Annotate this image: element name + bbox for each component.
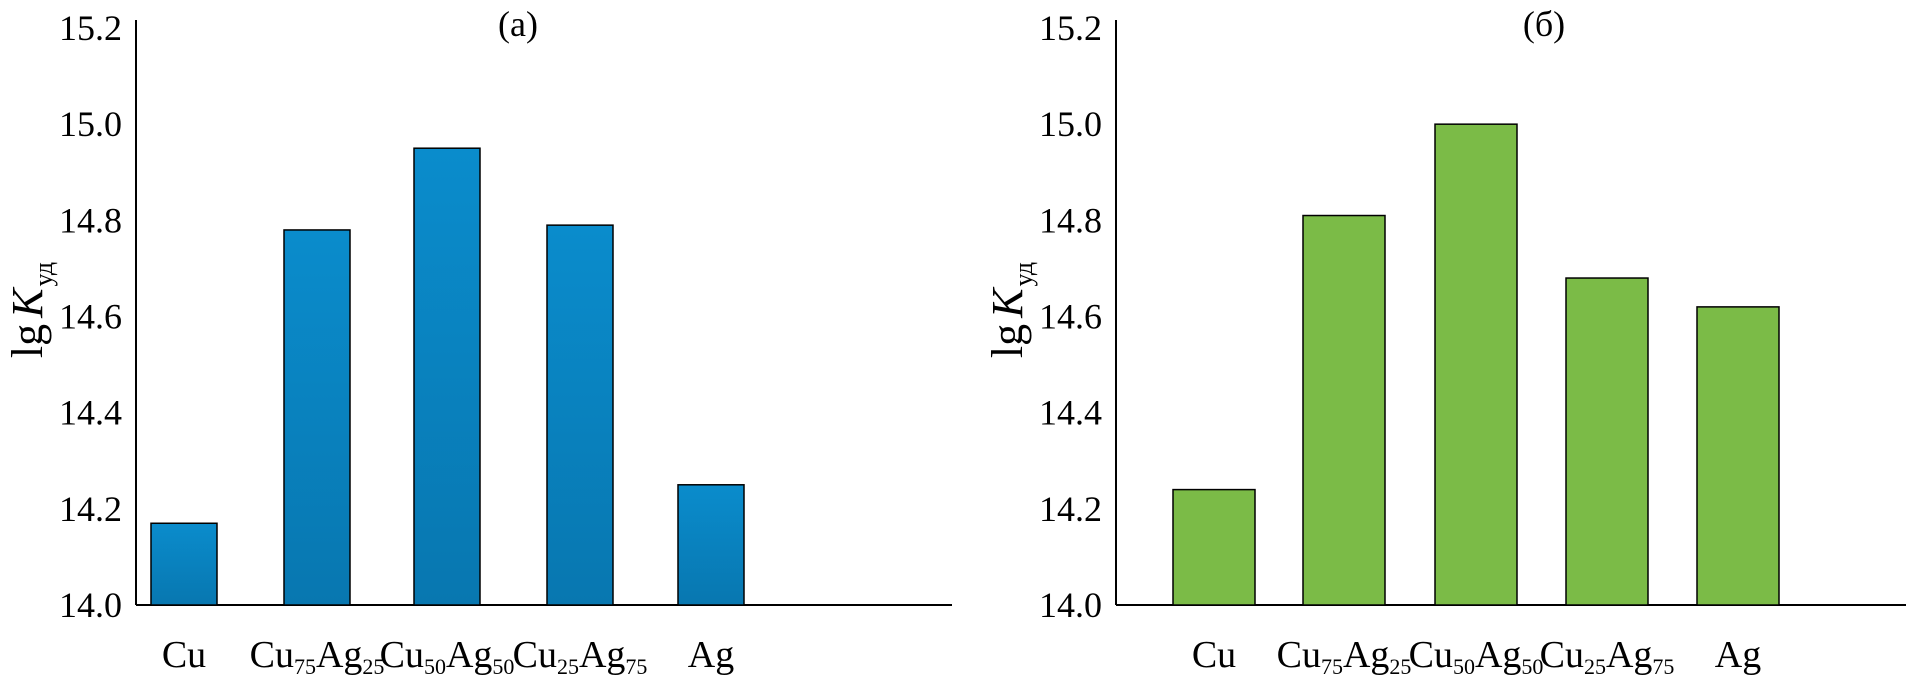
y-tick-label: 15.0	[1039, 104, 1102, 144]
y-axis-label-b: lg Kуд	[983, 262, 1038, 358]
y-axis-label-sub-b: уд	[1009, 262, 1038, 287]
category-text: Ag	[579, 634, 625, 675]
category-text: Cu	[1540, 634, 1584, 675]
category-text: Ag	[1343, 634, 1389, 675]
bar-a-2	[413, 147, 481, 606]
category-label-b-4: Ag	[1715, 634, 1761, 675]
category-subscript: 50	[492, 654, 514, 675]
category-text: Ag	[1606, 634, 1652, 675]
chart-title-a: (а)	[498, 4, 538, 44]
chart-title-b: (б)	[1523, 4, 1565, 44]
category-label-b-2: Cu50Ag50	[1409, 634, 1544, 675]
y-tick-label: 14.2	[1039, 489, 1102, 529]
category-label-a-2: Cu50Ag50	[380, 634, 515, 675]
chart-panel-a: (а) 14.014.214.414.614.815.015.2 Cu Cu75A…	[3, 4, 952, 675]
bars-a	[150, 147, 745, 606]
category-subscript: 50	[1521, 654, 1543, 675]
bar-b-2	[1434, 123, 1518, 606]
category-subscript: 75	[294, 654, 316, 675]
category-label-b-1: Cu75Ag25	[1277, 634, 1412, 675]
y-tick-label: 14.8	[59, 200, 122, 240]
category-label-b-3: Cu25Ag75	[1540, 634, 1675, 675]
category-text: Ag	[1475, 634, 1521, 675]
y-axis-label-main-a: lg	[3, 324, 52, 358]
category-text: Ag	[446, 634, 492, 675]
category-text: Cu	[1409, 634, 1453, 675]
category-subscript: 25	[1389, 654, 1411, 675]
bars-b	[1172, 123, 1780, 606]
y-tick-label: 15.2	[1039, 8, 1102, 48]
category-label-a-4: Ag	[688, 634, 734, 675]
category-text: Ag	[316, 634, 362, 675]
category-text: Cu	[513, 634, 557, 675]
y-axis-label-italic-a: K	[3, 286, 52, 319]
y-tick-label: 14.2	[59, 489, 122, 529]
chart-panel-b: (б) 14.014.214.414.614.815.015.2 Cu Cu75A…	[983, 4, 1906, 675]
y-tick-label: 14.0	[1039, 585, 1102, 625]
category-subscript: 75	[625, 654, 647, 675]
bar-b-0	[1172, 488, 1256, 606]
category-label-a-3: Cu25Ag75	[513, 634, 648, 675]
category-subscript: 75	[1321, 654, 1343, 675]
category-subscript: 50	[424, 654, 446, 675]
bar-b-3	[1565, 277, 1649, 606]
category-subscript: 75	[1652, 654, 1674, 675]
category-label-a-1: Cu75Ag25	[250, 634, 385, 675]
y-tick-labels-b: 14.0 14.2 14.4 14.6 14.8 15.0 15.2	[1039, 8, 1102, 625]
category-text: Cu	[380, 634, 424, 675]
y-tick-label: 14.6	[1039, 297, 1102, 337]
y-tick-label: 14.4	[59, 393, 122, 433]
category-text: Cu	[1192, 634, 1236, 675]
category-label-a-0: Cu	[162, 634, 206, 675]
bar-a-4	[677, 484, 745, 606]
category-subscript: 50	[1453, 654, 1475, 675]
bar-a-1	[283, 229, 351, 606]
category-subscript: 25	[557, 654, 579, 675]
category-text: Ag	[1715, 634, 1761, 675]
y-tick-label: 15.2	[59, 8, 122, 48]
y-tick-labels-a: 14.0 14.2 14.4 14.6 14.8 15.0 15.2	[59, 8, 122, 625]
category-subscript: 25	[1584, 654, 1606, 675]
y-axis-label-sub-a: уд	[29, 262, 58, 287]
y-axis-label-italic-b: K	[983, 286, 1032, 319]
category-label-b-0: Cu	[1192, 634, 1236, 675]
category-subscript: 25	[362, 654, 384, 675]
y-tick-label: 14.8	[1039, 200, 1102, 240]
y-tick-label: 14.6	[59, 297, 122, 337]
y-axis-label-main-b: lg	[983, 324, 1032, 358]
y-tick-label: 15.0	[59, 104, 122, 144]
y-tick-label: 14.4	[1039, 393, 1102, 433]
y-axis-label-a: lg Kуд	[3, 262, 58, 358]
bar-b-1	[1302, 214, 1386, 606]
bar-a-0	[150, 522, 218, 606]
category-text: Cu	[1277, 634, 1321, 675]
category-text: Ag	[688, 634, 734, 675]
y-tick-label: 14.0	[59, 585, 122, 625]
category-text: Cu	[250, 634, 294, 675]
bar-b-4	[1696, 306, 1780, 606]
category-text: Cu	[162, 634, 206, 675]
bar-a-3	[546, 224, 614, 606]
